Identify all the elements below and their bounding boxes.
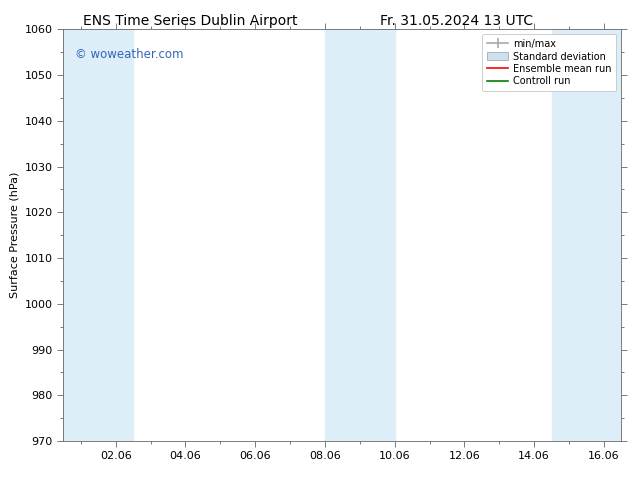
Text: © woweather.com: © woweather.com — [75, 48, 183, 61]
Text: Fr. 31.05.2024 13 UTC: Fr. 31.05.2024 13 UTC — [380, 14, 533, 28]
Y-axis label: Surface Pressure (hPa): Surface Pressure (hPa) — [10, 172, 19, 298]
Legend: min/max, Standard deviation, Ensemble mean run, Controll run: min/max, Standard deviation, Ensemble me… — [482, 34, 616, 91]
Text: ENS Time Series Dublin Airport: ENS Time Series Dublin Airport — [83, 14, 297, 28]
Bar — [63, 29, 133, 441]
Bar — [552, 29, 621, 441]
Bar — [325, 29, 394, 441]
